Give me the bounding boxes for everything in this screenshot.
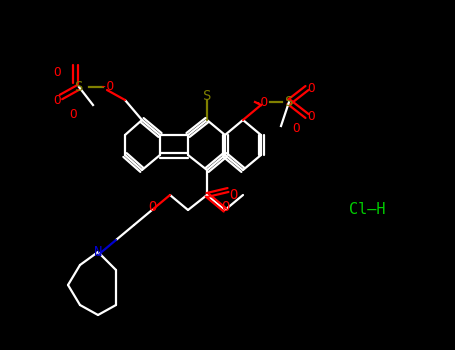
Text: -O: -O bbox=[100, 80, 115, 93]
Text: O: O bbox=[221, 200, 229, 214]
Text: O: O bbox=[148, 200, 156, 214]
Text: O: O bbox=[307, 82, 315, 95]
Text: S: S bbox=[285, 95, 293, 109]
Text: O: O bbox=[69, 107, 77, 120]
Text: O: O bbox=[307, 110, 315, 122]
Text: Cl—H: Cl—H bbox=[349, 203, 385, 217]
Text: O: O bbox=[292, 121, 300, 134]
Text: O: O bbox=[229, 188, 237, 202]
Text: S: S bbox=[75, 80, 83, 94]
Text: S: S bbox=[203, 89, 211, 103]
Text: -O: -O bbox=[253, 96, 268, 108]
Text: N: N bbox=[94, 245, 102, 259]
Text: O: O bbox=[53, 66, 61, 79]
Text: O: O bbox=[53, 93, 61, 106]
